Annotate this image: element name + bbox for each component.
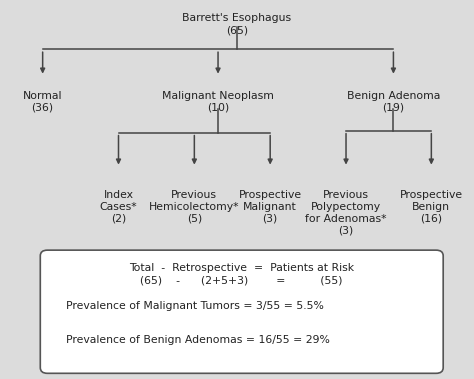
Text: Benign Adenoma
(19): Benign Adenoma (19) xyxy=(347,91,440,113)
Text: Total  -  Retrospective  =  Patients at Risk
(65)    -      (2+5+3)        =    : Total - Retrospective = Patients at Risk… xyxy=(129,263,354,286)
Text: Malignant Neoplasm
(10): Malignant Neoplasm (10) xyxy=(162,91,274,113)
Text: Barrett's Esophagus
(65): Barrett's Esophagus (65) xyxy=(182,13,292,35)
Text: Prospective
Malignant
(3): Prospective Malignant (3) xyxy=(238,190,302,224)
FancyBboxPatch shape xyxy=(40,250,443,373)
Text: Previous
Hemicolectomy*
(5): Previous Hemicolectomy* (5) xyxy=(149,190,239,224)
Text: Prospective
Benign
(16): Prospective Benign (16) xyxy=(400,190,463,224)
Text: Index
Cases*
(2): Index Cases* (2) xyxy=(100,190,137,224)
Text: Prevalence of Benign Adenomas = 16/55 = 29%: Prevalence of Benign Adenomas = 16/55 = … xyxy=(66,335,330,345)
Text: Previous
Polypectomy
for Adenomas*
(3): Previous Polypectomy for Adenomas* (3) xyxy=(305,190,387,235)
Text: Normal
(36): Normal (36) xyxy=(23,91,63,113)
Text: Prevalence of Malignant Tumors = 3/55 = 5.5%: Prevalence of Malignant Tumors = 3/55 = … xyxy=(66,301,324,310)
